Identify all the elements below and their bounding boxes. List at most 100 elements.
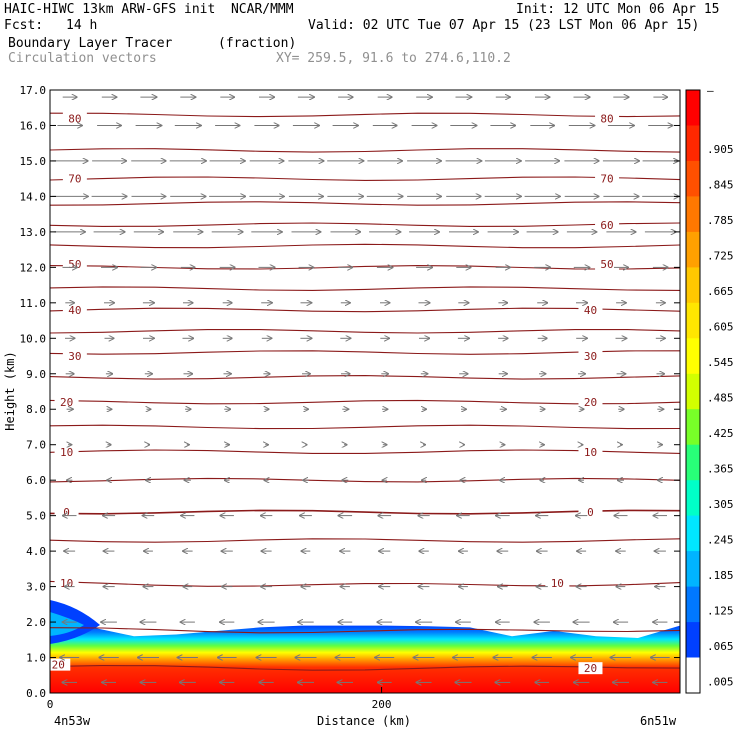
colorbar-swatch bbox=[686, 125, 700, 162]
isotherm-label: 10 bbox=[584, 446, 597, 459]
colorbar-swatch bbox=[686, 586, 700, 623]
field-name: Boundary Layer Tracer bbox=[8, 36, 173, 51]
isotherm-line bbox=[49, 148, 681, 153]
colorbar-swatch bbox=[686, 160, 700, 197]
isotherm-label: 80 bbox=[68, 112, 81, 125]
colorbar-label: .605 bbox=[707, 321, 734, 334]
colorbar: – .905 .845 .785 .725 .665 .605 .545 .485 .425 .36… bbox=[685, 84, 734, 694]
cross-section-endpoints: XY= 259.5, 91.6 to 274.6,110.2 bbox=[276, 51, 511, 66]
isotherm-label-bg bbox=[62, 172, 87, 185]
colorbar-label: .365 bbox=[707, 462, 734, 475]
isotherm-line bbox=[49, 222, 681, 227]
isotherm-label: 10 bbox=[60, 446, 73, 459]
isotherm-label: 50 bbox=[68, 258, 81, 271]
x-endpoint-left: 4n53w bbox=[54, 714, 91, 728]
y-tick-label: 12.0 bbox=[20, 261, 47, 274]
colorbar-swatch bbox=[686, 267, 700, 304]
colorbar-swatch bbox=[686, 657, 700, 694]
isotherm-label: 20 bbox=[584, 662, 597, 675]
colorbar-label: .485 bbox=[707, 392, 734, 405]
y-tick-label: 9.0 bbox=[26, 368, 46, 381]
tracer-field bbox=[50, 625, 680, 693]
isotherm-label-bg bbox=[545, 577, 570, 590]
isotherm-line bbox=[49, 286, 681, 291]
colorbar-label: .785 bbox=[707, 214, 734, 227]
isotherm-label: 20 bbox=[60, 396, 73, 409]
isotherm-line bbox=[49, 176, 681, 181]
isotherm-label-bg bbox=[62, 350, 87, 363]
field-units: (fraction) bbox=[218, 36, 297, 51]
colorbar-swatch bbox=[686, 444, 700, 481]
y-tick-label: 11.0 bbox=[20, 297, 47, 310]
colorbar-swatch bbox=[686, 231, 700, 268]
y-tick-label: 0.0 bbox=[26, 687, 46, 700]
y-tick-label: 1.0 bbox=[26, 652, 46, 665]
colorbar-label: – bbox=[707, 84, 714, 97]
isotherm-label: 30 bbox=[584, 350, 597, 363]
colorbar-label: .905 bbox=[707, 143, 734, 156]
isotherm-label-bg bbox=[595, 257, 620, 270]
isotherm-label-bg bbox=[54, 445, 79, 458]
isotherm-label: 0 bbox=[587, 506, 594, 519]
isotherm-label: 50 bbox=[600, 258, 613, 271]
y-tick-label: 6.0 bbox=[26, 474, 46, 487]
isotherm-line bbox=[49, 329, 681, 334]
isotherm-line bbox=[49, 627, 681, 634]
isotherm-label-bg bbox=[595, 218, 620, 231]
isotherm-contours: 80 80 70 70 60 50 50 40 40 30 30 20 20 10 10 0 0 10 10 20 20 bbox=[46, 112, 681, 675]
isotherm-line bbox=[49, 112, 681, 118]
plot-axes: 0.0 1.0 2.0 3.0 4.0 5.0 6.0 7.0 8.0 9.0 10.0 11.0 12… bbox=[20, 84, 681, 711]
isotherm-label: 40 bbox=[584, 304, 597, 317]
colorbar-label: .185 bbox=[707, 569, 734, 582]
init-time: Init: 12 UTC Mon 06 Apr 15 bbox=[516, 2, 720, 17]
isotherm-label: 40 bbox=[68, 304, 81, 317]
isotherm-label-bg bbox=[578, 445, 603, 458]
y-tick-label: 4.0 bbox=[26, 545, 46, 558]
isotherm-label-bg bbox=[62, 112, 87, 125]
colorbar-label: .125 bbox=[707, 604, 734, 617]
colorbar-swatch bbox=[686, 302, 700, 339]
colorbar-swatch bbox=[686, 196, 700, 233]
isotherm-label-bg bbox=[54, 506, 79, 519]
isotherm-line bbox=[49, 477, 681, 483]
tracer-fill bbox=[50, 600, 680, 693]
isotherm-label-bg bbox=[62, 257, 87, 270]
colorbar-label: .845 bbox=[707, 179, 734, 192]
colorbar-label: .725 bbox=[707, 250, 734, 263]
isotherm-line bbox=[49, 580, 681, 587]
colorbar-label: .065 bbox=[707, 640, 734, 653]
y-tick-label: 8.0 bbox=[26, 403, 46, 416]
x-axis-label: Distance (km) bbox=[317, 714, 411, 728]
overlay-name: Circulation vectors bbox=[8, 51, 157, 66]
isotherm-label: 10 bbox=[60, 577, 73, 590]
x-endpoint-right: 6n51w bbox=[640, 714, 677, 728]
isotherm-label-bg bbox=[54, 577, 79, 590]
isotherm-label: 0 bbox=[63, 506, 70, 519]
isotherm-label-bg bbox=[46, 658, 71, 671]
colorbar-label: .305 bbox=[707, 498, 734, 511]
colorbar-label: .545 bbox=[707, 356, 734, 369]
colorbar-swatch bbox=[686, 551, 700, 588]
isotherm-label-bg bbox=[578, 662, 603, 675]
isotherm-label: 30 bbox=[68, 350, 81, 363]
isotherm-label: 10 bbox=[551, 577, 564, 590]
isotherm-label-bg bbox=[595, 172, 620, 185]
colorbar-swatch bbox=[686, 373, 700, 410]
colorbar-frame bbox=[685, 89, 701, 694]
isotherm-line bbox=[49, 350, 681, 355]
y-tick-label: 7.0 bbox=[26, 439, 46, 452]
colorbar-label: .665 bbox=[707, 285, 734, 298]
isotherm-label: 70 bbox=[68, 173, 81, 186]
isotherm-label: 20 bbox=[52, 659, 65, 672]
y-tick-label: 14.0 bbox=[20, 190, 47, 203]
valid-time: Valid: 02 UTC Tue 07 Apr 15 (23 LST Mon … bbox=[308, 18, 700, 33]
colorbar-swatch bbox=[686, 338, 700, 375]
colorbar-swatch bbox=[686, 480, 700, 517]
isotherm-label-bg bbox=[578, 396, 603, 409]
isotherm-line bbox=[49, 509, 681, 515]
colorbar-swatch bbox=[686, 515, 700, 552]
y-tick-label: 3.0 bbox=[26, 581, 46, 594]
colorbar-label: .005 bbox=[707, 675, 734, 688]
y-tick-label: 17.0 bbox=[20, 84, 47, 97]
